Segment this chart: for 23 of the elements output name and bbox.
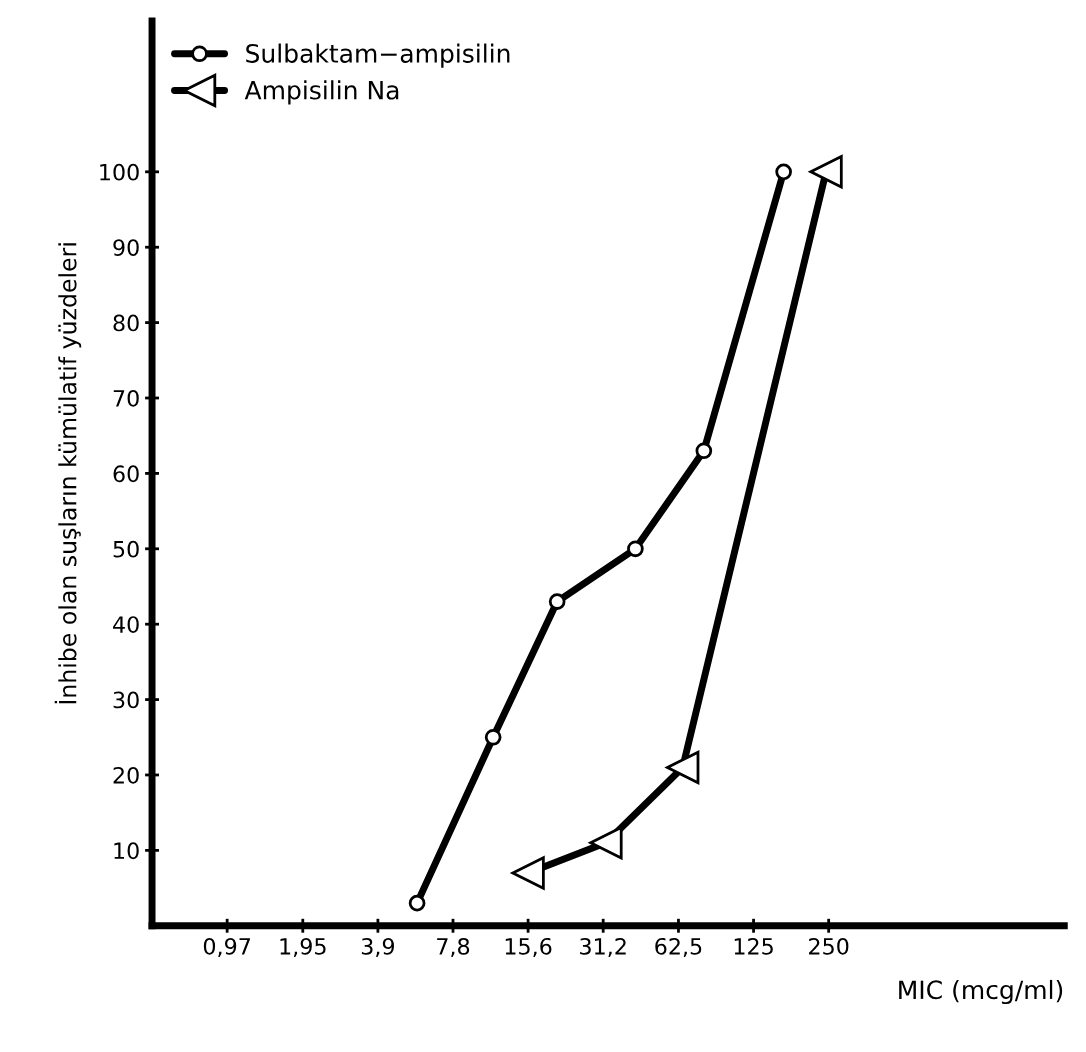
x-tick-label: 125 — [734, 937, 773, 955]
y-tick-label: 90 — [113, 239, 139, 256]
legend-label: Sulbaktam−ampisilin — [246, 43, 510, 68]
x-tick-label: 3,9 — [361, 937, 394, 958]
y-tick-label: 80 — [113, 314, 139, 332]
legend-label: Ampisilin Na — [244, 80, 399, 105]
y-tick-label: 70 — [113, 389, 139, 407]
x-axis-title: MIC (mcg/ml) — [899, 979, 1063, 1005]
y-tick-label: 50 — [113, 540, 139, 558]
x-tick-label: 7,8 — [437, 937, 470, 958]
x-tick-label: 1,95 — [280, 937, 326, 958]
y-axis-title: İnhibe olan suşların kümülatif yüzdeleri — [54, 243, 82, 704]
x-tick-label: 62,5 — [655, 937, 702, 958]
y-tick-label: 20 — [113, 766, 139, 784]
y-tick-label: 100 — [100, 163, 139, 181]
y-tick-label: 40 — [113, 616, 139, 633]
x-tick-label: 250 — [809, 937, 849, 955]
x-tick-label: 31,2 — [580, 937, 626, 958]
y-tick-label: 30 — [113, 691, 139, 709]
y-tick-label: 60 — [113, 465, 139, 483]
y-tick-label: 10 — [114, 842, 139, 860]
x-tick-label: 0,97 — [203, 937, 250, 958]
x-tick-label: 15,6 — [505, 937, 552, 958]
